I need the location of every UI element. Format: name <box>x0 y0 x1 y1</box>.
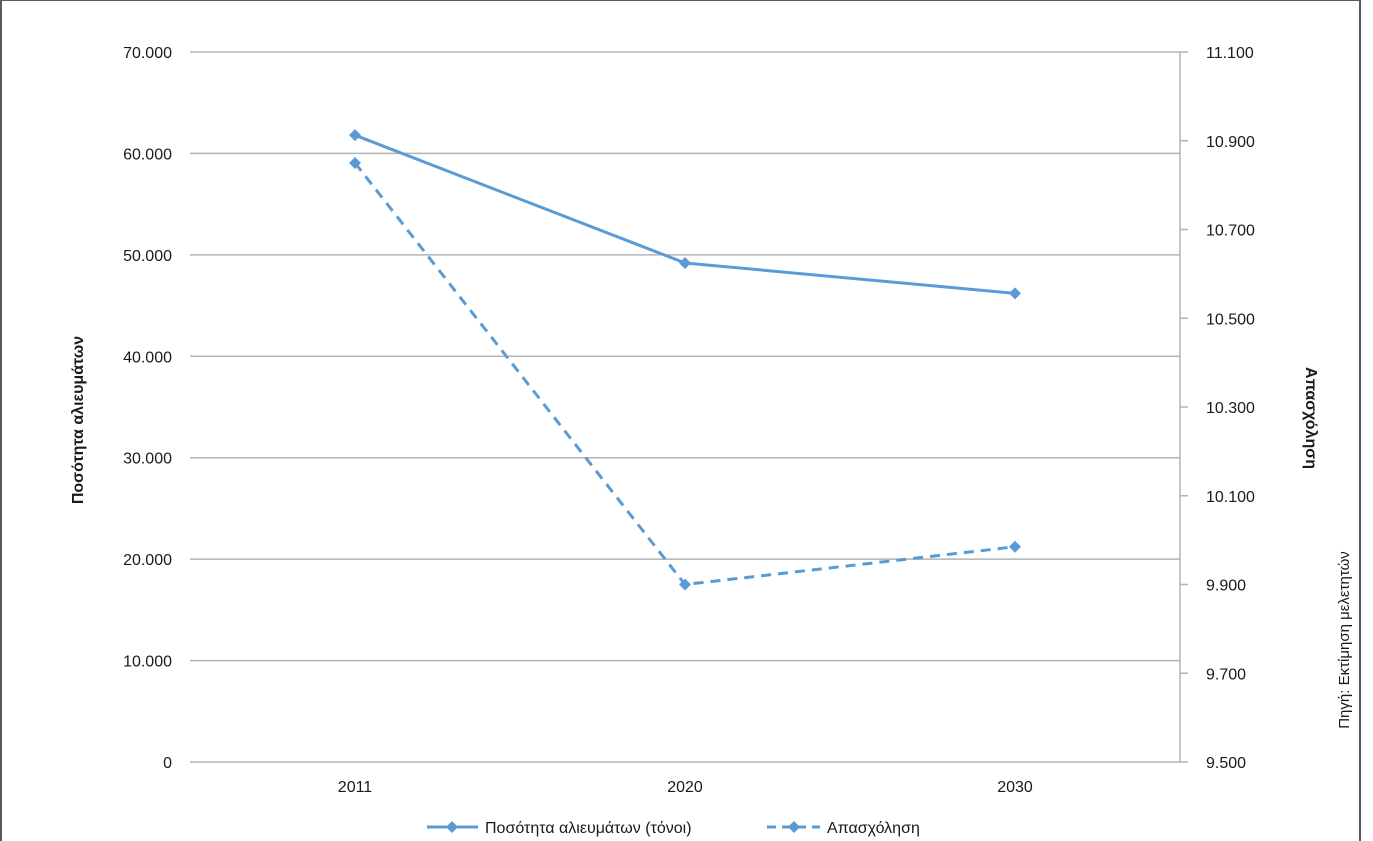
right-tick-label: 11.100 <box>1206 45 1254 62</box>
right-tick-label: 10.500 <box>1206 311 1255 328</box>
right-tick-label: 10.900 <box>1206 134 1255 151</box>
right-axis-title: Απασχόληση <box>1302 367 1319 469</box>
left-tick-label: 40.000 <box>123 349 172 366</box>
series-line-2 <box>353 162 1016 586</box>
left-axis-title: Ποσότητα αλιευμάτων <box>70 336 87 504</box>
gridlines <box>190 51 1180 662</box>
x-tick-label: 2020 <box>667 779 703 796</box>
right-tick-label: 9.500 <box>1206 755 1246 772</box>
right-tick-label: 10.300 <box>1206 400 1255 417</box>
data-point <box>349 129 361 142</box>
source-note: Πηγή: Εκτίμηση μελετητών <box>1336 551 1353 729</box>
left-tick-label: 20.000 <box>123 552 172 569</box>
left-tick-label: 10.000 <box>123 654 172 671</box>
series-line-1 <box>354 133 1016 295</box>
x-tick-label: 2030 <box>997 779 1033 796</box>
data-point <box>1009 540 1021 553</box>
data-point <box>349 156 361 169</box>
data-point <box>679 256 691 269</box>
right-tick-label: 9.700 <box>1206 666 1246 683</box>
x-axis-ticks: 2011 2020 2030 <box>338 779 1033 796</box>
legend-marker <box>788 821 800 833</box>
left-tick-label: 50.000 <box>123 248 172 265</box>
right-axis-ticks: 9.500 9.700 9.900 10.100 10.300 10.500 10.700 1… <box>1206 45 1255 772</box>
x-tick-label: 2011 <box>338 779 373 796</box>
legend-label: Ποσότητα αλιευμάτων (τόνοι) <box>485 820 692 837</box>
legend: Ποσότητα αλιευμάτων (τόνοι) Απασχόληση <box>427 820 920 837</box>
data-point <box>1009 287 1021 300</box>
series <box>349 129 1021 591</box>
right-tick-label: 9.900 <box>1206 578 1246 595</box>
left-tick-label: 30.000 <box>123 451 172 468</box>
legend-label: Απασχόληση <box>827 820 920 837</box>
left-tick-label: 0 <box>163 755 172 772</box>
legend-marker <box>446 821 458 833</box>
left-tick-label: 60.000 <box>123 146 172 163</box>
left-tick-label: 70.000 <box>123 45 172 62</box>
data-point <box>679 578 691 591</box>
right-tick-label: 10.100 <box>1206 489 1255 506</box>
left-axis-ticks: 0 10.000 20.000 30.000 40.000 50.000 60.000 70.… <box>123 45 172 772</box>
axes <box>190 51 1188 763</box>
right-tick-label: 10.700 <box>1206 223 1255 240</box>
